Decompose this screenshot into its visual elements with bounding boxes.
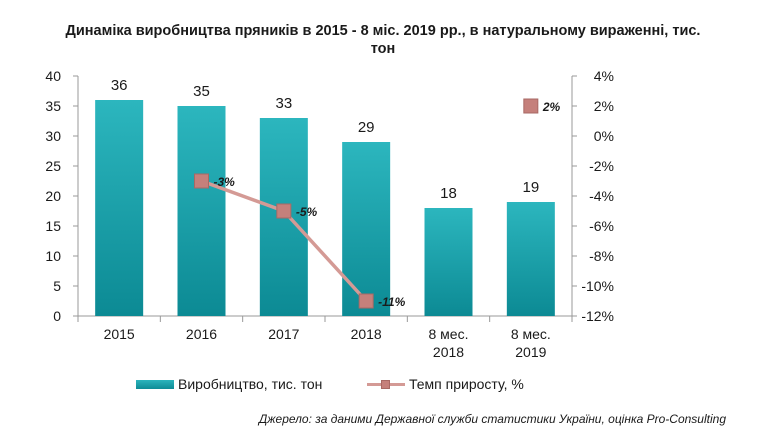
chart-legend: Виробництво, тис. тон Темп приросту, % [0, 376, 766, 396]
legend-swatch-bar [136, 379, 174, 389]
legend-label-growth: Темп приросту, % [409, 376, 524, 392]
x-tick-label: 8 мес. [511, 326, 551, 342]
y-right-tick-label: -8% [589, 248, 614, 264]
bar-data-label: 18 [440, 185, 457, 202]
legend-item-growth: Темп приросту, % [367, 376, 524, 392]
x-tick-label: 2017 [268, 326, 299, 342]
y-left-tick-label: 0 [53, 308, 61, 324]
bar [342, 142, 391, 316]
y-right-tick-label: -4% [589, 188, 614, 204]
bar-data-label: 19 [522, 179, 539, 196]
y-left-tick-label: 25 [45, 158, 61, 174]
x-tick-label: 8 мес. [429, 326, 469, 342]
bar [95, 100, 144, 316]
chart-title-line-2: тон [370, 41, 396, 57]
growth-data-label: -11% [378, 295, 405, 309]
y-left-tick-label: 40 [45, 68, 61, 84]
y-left-tick-label: 5 [53, 278, 61, 294]
bar [506, 202, 555, 316]
y-left-tick-label: 30 [45, 128, 61, 144]
bar-data-label: 36 [111, 77, 128, 94]
growth-marker [194, 173, 209, 189]
growth-marker [276, 203, 292, 219]
y-left-tick-label: 35 [45, 98, 61, 114]
y-right-tick-label: 2% [594, 98, 614, 114]
chart-title: Динаміка виробництва пряників в 2015 - 8… [0, 22, 766, 58]
x-tick-label: 2015 [104, 326, 135, 342]
y-right-tick-label: -2% [589, 158, 614, 174]
growth-marker [523, 98, 539, 114]
y-right-tick-label: -10% [581, 278, 614, 294]
x-tick-label: 2016 [186, 326, 217, 342]
growth-data-label: 2% [542, 100, 561, 114]
growth-marker [358, 293, 374, 309]
x-tick-label: 2019 [515, 344, 546, 360]
y-left-tick-label: 10 [45, 248, 61, 264]
y-right-tick-label: 4% [594, 68, 614, 84]
legend-swatch-line [367, 379, 405, 389]
y-left-tick-label: 20 [45, 188, 61, 204]
y-left-tick-label: 15 [45, 218, 61, 234]
y-right-tick-label: 0% [594, 128, 614, 144]
x-tick-label: 2018 [351, 326, 382, 342]
chart-title-line-1: Динаміка виробництва пряників в 2015 - 8… [65, 23, 701, 39]
y-right-tick-label: -12% [581, 308, 614, 324]
growth-data-label: -3% [214, 175, 236, 189]
legend-item-production: Виробництво, тис. тон [136, 376, 322, 392]
x-tick-label: 2018 [433, 344, 464, 360]
bar-data-label: 29 [358, 119, 375, 136]
y-right-tick-label: -6% [589, 218, 614, 234]
bar-data-label: 35 [193, 83, 210, 100]
bar [177, 106, 226, 316]
bar [424, 208, 473, 316]
growth-data-label: -5% [296, 205, 318, 219]
bar-data-label: 33 [275, 95, 292, 112]
source-note: Джерело: за даними Державної служби стат… [258, 412, 726, 426]
legend-label-production: Виробництво, тис. тон [178, 376, 323, 392]
